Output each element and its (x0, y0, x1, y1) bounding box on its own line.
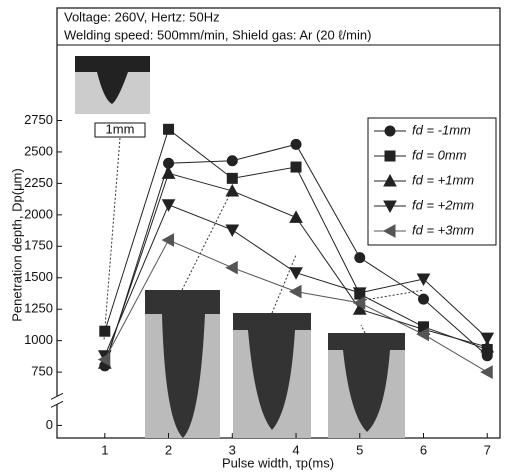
marker (290, 161, 302, 173)
legend-label: fd = +1mm (412, 172, 474, 187)
y-tick-label: 750 (31, 364, 53, 379)
marker (480, 332, 495, 346)
y-tick-label: 2250 (24, 175, 53, 190)
scale-bar-label: 1mm (106, 121, 135, 136)
marker (418, 293, 430, 305)
y-axis-label: Penetration depth, Dp(μm) (9, 168, 24, 321)
marker (383, 173, 397, 187)
marker (352, 302, 367, 315)
x-tick-label: 4 (292, 442, 299, 457)
marker (97, 352, 111, 367)
marker (161, 199, 176, 212)
marker (289, 210, 303, 223)
axis-break-gap (52, 396, 62, 405)
marker (382, 224, 396, 238)
marker (161, 233, 175, 247)
marker (226, 172, 238, 184)
marker (354, 252, 366, 264)
header-line: Welding speed: 500mm/min, Shield gas: Ar… (64, 27, 371, 42)
x-tick-label: 1 (101, 442, 108, 457)
marker (163, 123, 175, 135)
x-axis-label: Pulse width, τp(ms) (222, 455, 334, 470)
marker (352, 287, 367, 300)
axis-break-mark (50, 392, 64, 400)
marker (352, 296, 366, 310)
y-tick-label: 2000 (24, 206, 53, 221)
marker (225, 260, 238, 275)
legend-label: fd = +3mm (412, 222, 474, 237)
x-tick-label: 6 (420, 442, 427, 457)
marker (226, 155, 238, 167)
y-tick-label: 1000 (24, 332, 53, 347)
y-tick-label: 1500 (24, 269, 53, 284)
legend-label: fd = +2mm (412, 197, 474, 212)
x-tick-label: 5 (356, 442, 363, 457)
y-tick-label: 0 (46, 417, 53, 432)
marker (480, 339, 495, 353)
y-tick-label: 2500 (24, 143, 53, 158)
x-tick-label: 7 (484, 442, 491, 457)
marker (225, 224, 240, 237)
y-tick-label: 1250 (24, 301, 53, 316)
marker (225, 183, 240, 197)
marker (416, 327, 430, 342)
marker (384, 125, 396, 137)
marker (99, 325, 111, 337)
marker (288, 284, 302, 299)
marker (480, 365, 493, 379)
marker (289, 267, 303, 280)
legend-label: fd = 0mm (412, 147, 467, 162)
marker (161, 166, 176, 179)
marker (384, 150, 396, 162)
inset-images (75, 56, 425, 438)
marker (416, 273, 431, 287)
marker (383, 200, 397, 214)
marker (290, 138, 302, 150)
x-tick-label: 3 (229, 442, 236, 457)
header-line: Voltage: 260V, Hertz: 50Hz (64, 9, 220, 24)
axis-break-mark (50, 400, 64, 408)
y-tick-label: 1750 (24, 238, 53, 253)
y-tick-label: 2750 (24, 112, 53, 127)
legend-label: fd = -1mm (412, 122, 471, 137)
x-tick-label: 2 (165, 442, 172, 457)
